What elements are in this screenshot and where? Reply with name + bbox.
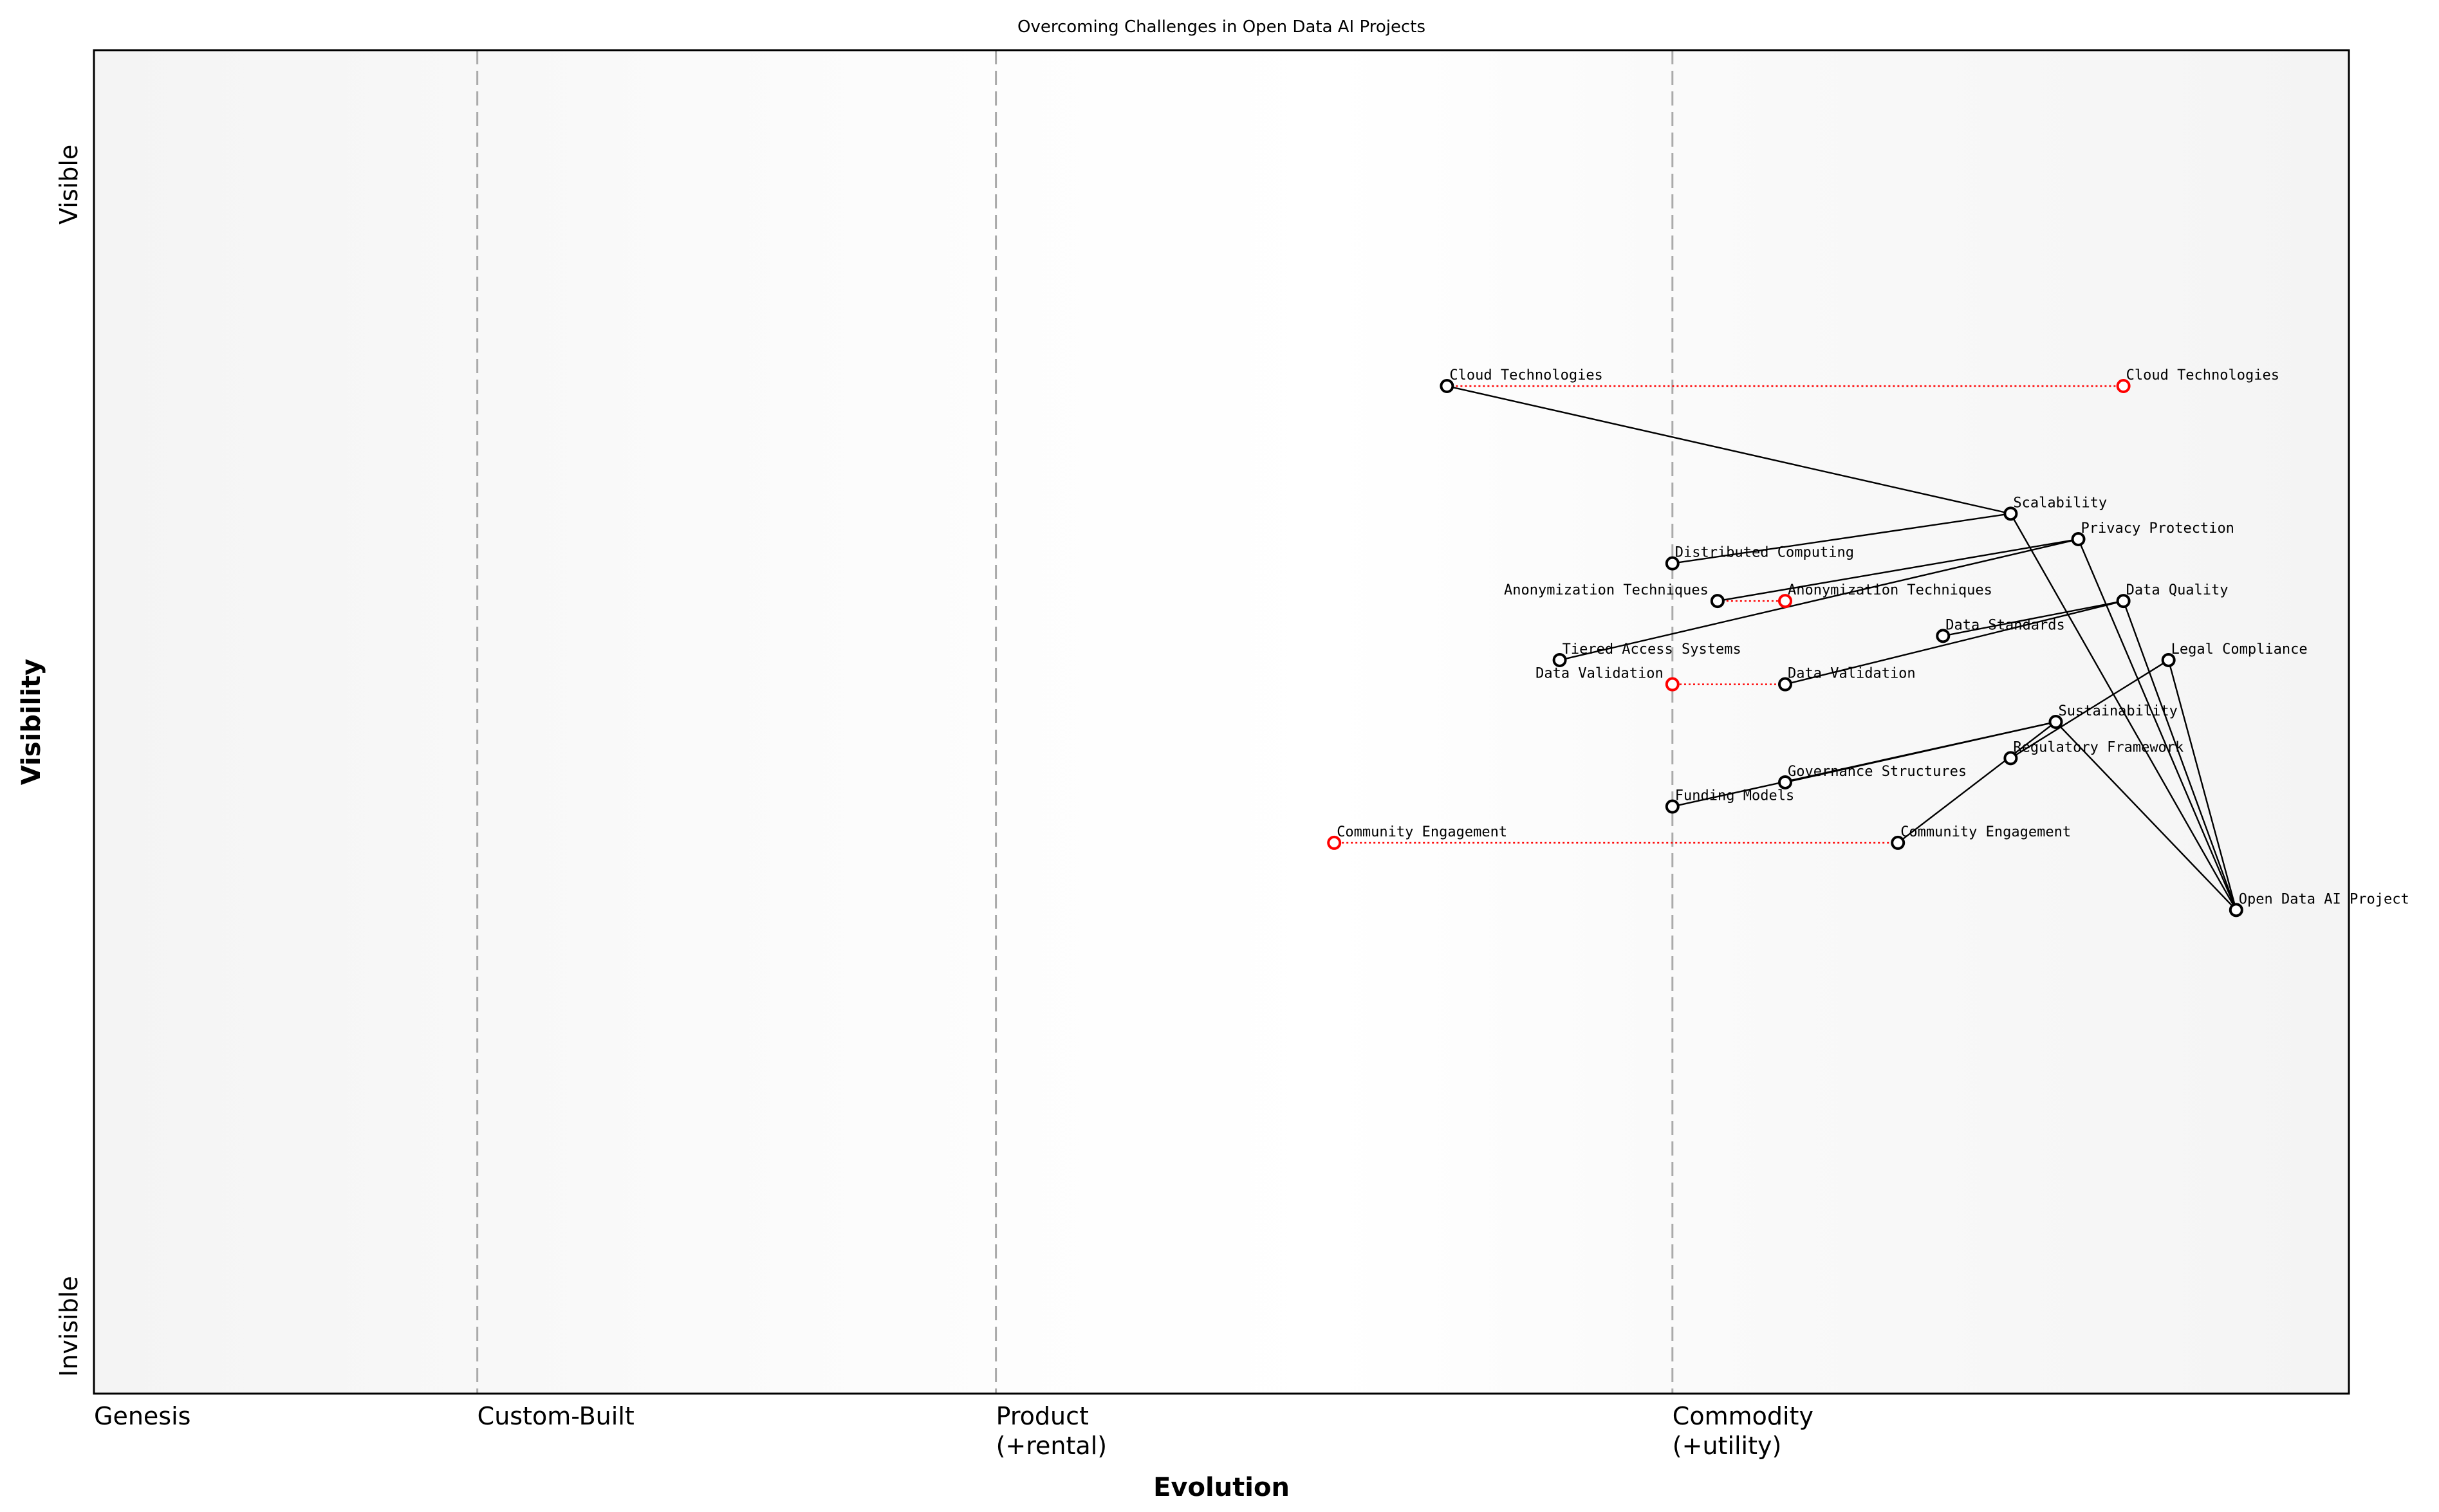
component-label: Anonymization Techniques — [1504, 582, 1709, 598]
component-marker — [2071, 532, 2086, 547]
component-marker — [1665, 556, 1680, 571]
component-label: Funding Models — [1675, 788, 1794, 804]
plot-frame — [93, 49, 2350, 1395]
component-label: Community Engagement — [1900, 824, 2071, 840]
component-marker — [1552, 652, 1567, 667]
chart-title: Overcoming Challenges in Open Data AI Pr… — [1017, 17, 1425, 37]
evolved-component-label: Anonymization Techniques — [1788, 582, 1992, 598]
y-axis-title: Visibility — [17, 659, 46, 785]
dependency-link — [1672, 513, 2011, 564]
x-tick-label: Genesis — [94, 1402, 190, 1430]
component-label: Governance Structures — [1788, 764, 1967, 780]
component-label: Data Quality — [2126, 582, 2229, 598]
evolved-component-label: Community Engagement — [1337, 824, 1507, 840]
evolved-component-marker — [2116, 379, 2131, 393]
component-marker — [2048, 715, 2063, 729]
component-label: Distributed Computing — [1675, 545, 1854, 561]
dependency-link — [2077, 539, 2237, 910]
component-label: Privacy Protection — [2081, 521, 2234, 537]
dependency-link — [1717, 538, 2079, 602]
component-marker — [1440, 379, 1454, 393]
component-marker — [1936, 629, 1951, 643]
dependency-link — [1897, 721, 2057, 844]
x-tick-label: Custom-Built — [478, 1402, 635, 1430]
component-label: Regulatory Framework — [2013, 739, 2184, 755]
component-marker — [2229, 903, 2243, 917]
evolved-component-label: Data Validation — [1535, 666, 1664, 682]
component-label: Scalability — [2013, 495, 2107, 511]
y-tick-label: Visible — [55, 145, 83, 225]
x-axis-title: Evolution — [1153, 1473, 1290, 1502]
plot-background — [94, 50, 2349, 1394]
dependency-link — [2122, 600, 2237, 910]
dependency-link — [1559, 538, 2079, 661]
dependency-link — [2010, 513, 2237, 910]
dependency-link — [1785, 721, 2056, 784]
dependency-link — [2167, 659, 2237, 910]
component-label: Open Data AI Project — [2239, 891, 2409, 907]
dependency-link — [2055, 721, 2237, 911]
component-marker — [2116, 594, 2131, 609]
y-tick-label: Invisible — [55, 1276, 83, 1377]
component-label: Tiered Access Systems — [1563, 641, 1741, 658]
component-marker — [1665, 799, 1680, 814]
x-tick-label: Commodity (+utility) — [1673, 1402, 1813, 1460]
component-marker — [1891, 835, 1906, 850]
x-tick-label: Product (+rental) — [996, 1402, 1107, 1460]
dependency-link — [2010, 659, 2169, 759]
evolved-component-label: Cloud Technologies — [2126, 367, 2279, 383]
component-label: Data Standards — [1945, 617, 2064, 633]
component-marker — [1778, 677, 1792, 692]
evolved-component-marker — [1665, 677, 1680, 692]
component-marker — [2003, 506, 2018, 521]
component-label: Cloud Technologies — [1449, 367, 1602, 383]
component-label: Data Validation — [1788, 666, 1916, 682]
dependency-link — [1785, 600, 2124, 685]
evolved-component-marker — [1327, 835, 1342, 850]
component-marker — [2003, 751, 2018, 766]
component-marker — [1778, 775, 1792, 789]
component-label: Sustainability — [2058, 703, 2177, 719]
dependency-link — [1943, 600, 2124, 637]
evolved-component-marker — [1778, 594, 1792, 609]
component-marker — [2161, 652, 2176, 667]
dependency-link — [1447, 385, 2011, 515]
component-label: Legal Compliance — [2171, 641, 2308, 658]
component-marker — [1710, 594, 1725, 609]
